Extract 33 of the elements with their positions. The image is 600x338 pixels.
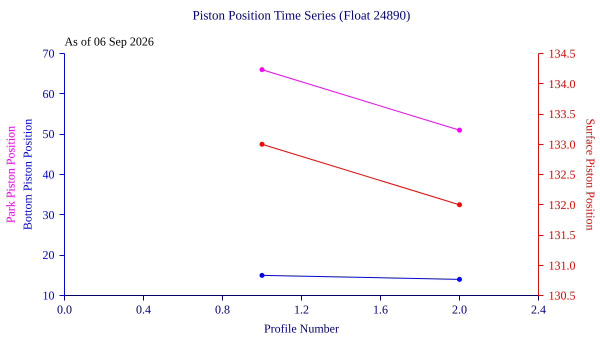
x-tick-label: 1.6 (373, 302, 388, 316)
text: As of 06 Sep 2026 (64, 34, 154, 48)
point (260, 67, 264, 72)
x-tick-label: 2.4 (531, 302, 546, 316)
y2-tick-label: 133.0 (548, 137, 576, 152)
x-tick-label: 0.8 (215, 302, 230, 316)
y2-tick-label: 131.0 (548, 258, 576, 272)
x-tick-label: 0.4 (136, 302, 151, 316)
text: Bottom Piston Position (20, 118, 34, 230)
text: Surface Piston Position (584, 118, 598, 231)
y-tick-label: 30 (42, 208, 54, 222)
text: Park Piston Position (4, 126, 18, 224)
chart-title: Piston Position Time Series (Float 24890) (192, 8, 410, 22)
x-axis-title: Profile Number (264, 322, 339, 336)
y2-tick-label: 130.5 (548, 288, 576, 302)
y-tick-label: 20 (42, 248, 54, 262)
point (260, 272, 264, 278)
y2-tick-label: 134.5 (548, 46, 576, 60)
point (457, 276, 462, 282)
y-tick-label: 70 (42, 46, 54, 60)
y2-tick-label: 132.0 (548, 198, 576, 212)
y-tick-label: 60 (42, 86, 54, 101)
x-tick-label: 2.0 (452, 302, 467, 316)
y-tick-label: 10 (42, 288, 54, 302)
y2-tick-label: 133.5 (548, 107, 576, 121)
y-tick-label: 50 (42, 127, 54, 142)
y2-tick-label: 131.5 (548, 228, 576, 242)
x-tick-label: 0.0 (57, 302, 72, 316)
y2-tick-label: 132.5 (548, 168, 576, 182)
y-tick-label: 40 (42, 168, 54, 182)
x-tick-label: 1.2 (294, 302, 309, 316)
y2-tick-label: 134.0 (548, 76, 576, 91)
point (457, 128, 462, 133)
